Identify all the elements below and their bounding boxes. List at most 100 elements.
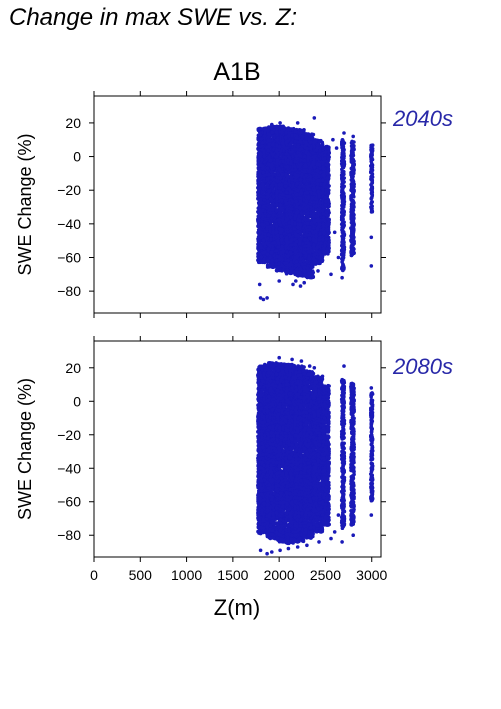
data-point	[266, 194, 270, 199]
data-point	[294, 239, 299, 244]
data-point	[285, 174, 290, 179]
data-point	[293, 168, 297, 172]
data-point	[294, 154, 299, 158]
data-point	[298, 241, 302, 245]
data-point	[256, 239, 261, 243]
data-point	[270, 261, 275, 266]
data-point	[262, 154, 266, 159]
data-point	[267, 125, 272, 130]
data-point	[257, 154, 262, 159]
data-point	[277, 208, 282, 213]
data-point	[258, 235, 263, 240]
data-point	[289, 141, 294, 145]
data-point	[275, 138, 279, 142]
data-point	[279, 238, 284, 243]
data-point	[267, 265, 272, 269]
data-point	[275, 124, 279, 129]
data-point	[275, 179, 280, 184]
data-point	[294, 263, 298, 268]
data-point	[288, 212, 292, 216]
data-point	[278, 168, 282, 173]
data-point	[279, 198, 284, 202]
data-point	[293, 129, 298, 134]
data-point	[284, 140, 288, 145]
data-point	[271, 231, 276, 235]
data-point	[271, 189, 276, 193]
data-point	[257, 228, 262, 233]
data-point	[296, 217, 301, 222]
data-point	[265, 183, 270, 187]
data-point	[267, 132, 272, 137]
data-point	[261, 238, 266, 243]
data-point	[284, 152, 289, 156]
data-point	[288, 215, 293, 219]
data-point	[267, 173, 271, 177]
data-point	[259, 245, 264, 250]
data-point	[286, 134, 291, 139]
data-point	[268, 243, 272, 248]
data-point	[257, 145, 261, 149]
data-point	[295, 193, 299, 197]
data-point	[293, 222, 297, 226]
data-point	[289, 207, 294, 211]
data-point	[259, 200, 263, 205]
data-point	[279, 183, 284, 187]
data-point	[285, 268, 290, 273]
data-point	[270, 265, 275, 269]
data-point	[260, 157, 264, 162]
data-point	[297, 270, 302, 275]
data-point	[285, 201, 290, 205]
data-point	[285, 164, 290, 169]
page-title: Change in max SWE vs. Z:	[9, 4, 298, 31]
data-point	[258, 163, 263, 167]
data-point	[278, 175, 283, 180]
data-point	[280, 245, 284, 249]
data-point	[289, 243, 293, 247]
data-point	[279, 255, 284, 260]
data-point	[258, 214, 262, 218]
data-point	[280, 263, 284, 268]
data-point	[279, 234, 284, 238]
data-point	[257, 178, 261, 183]
data-point	[298, 267, 303, 271]
data-point	[293, 159, 298, 164]
data-point	[298, 178, 303, 182]
data-point	[265, 259, 270, 263]
data-point	[265, 221, 270, 226]
data-point	[297, 165, 302, 169]
data-point	[274, 130, 279, 135]
data-point	[296, 229, 300, 234]
data-point	[266, 247, 271, 252]
data-point	[256, 159, 261, 163]
data-point	[270, 203, 274, 208]
data-point	[276, 241, 281, 246]
data-point	[257, 260, 261, 265]
data-point	[289, 161, 293, 166]
data-point	[268, 158, 273, 163]
data-point	[286, 158, 290, 163]
data-point	[258, 169, 263, 174]
data-point	[271, 226, 276, 231]
data-point	[294, 259, 299, 264]
data-point	[257, 204, 262, 208]
data-point	[275, 254, 279, 259]
data-point	[285, 227, 289, 231]
data-point	[274, 258, 279, 263]
data-point	[293, 242, 298, 247]
data-point	[293, 214, 298, 219]
data-point	[296, 173, 300, 177]
data-point	[266, 148, 271, 153]
data-point	[266, 138, 271, 143]
data-point	[278, 203, 283, 207]
data-point	[256, 128, 261, 132]
data-point	[299, 199, 303, 203]
data-point	[276, 233, 280, 238]
data-point	[296, 188, 300, 193]
data-point	[265, 166, 270, 170]
data-point	[256, 194, 261, 199]
data-point	[276, 245, 281, 249]
data-point	[269, 164, 274, 169]
data-point	[275, 202, 279, 207]
